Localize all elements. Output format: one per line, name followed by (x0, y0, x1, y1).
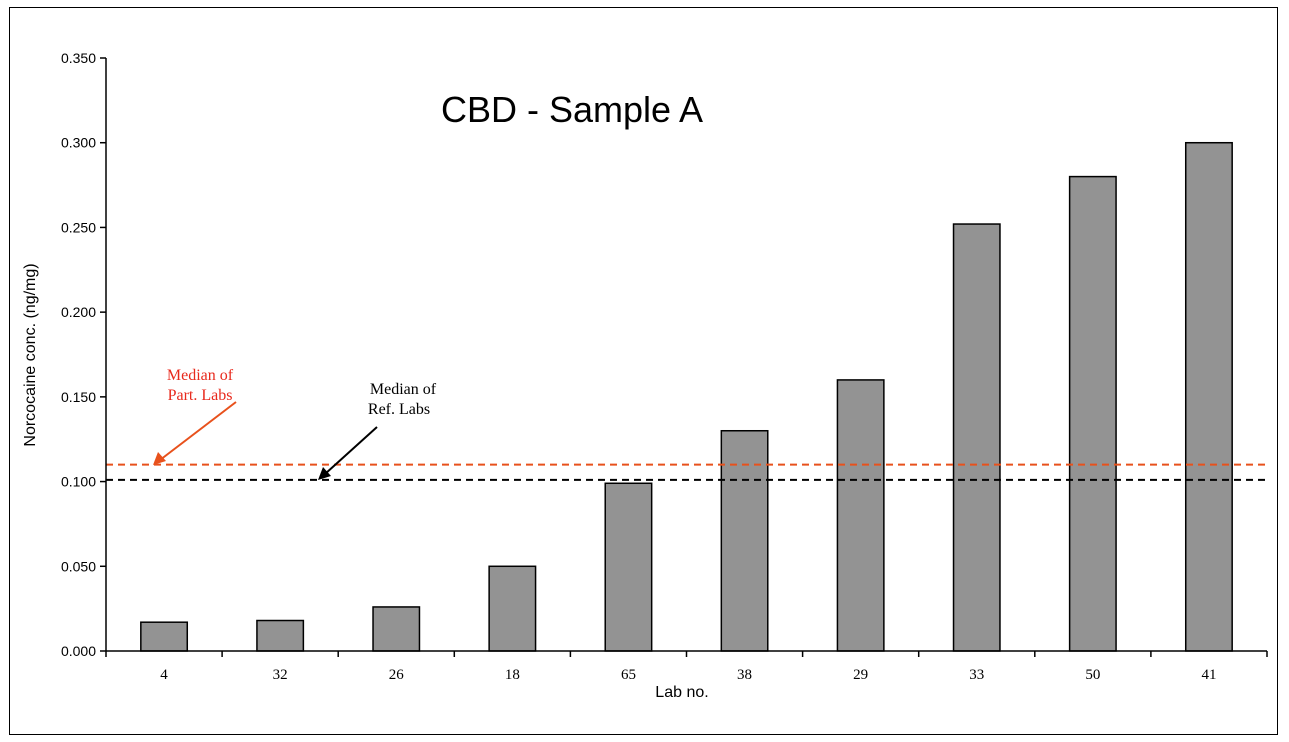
y-ticks-layer: 0.000 0.050 0.100 0.150 0.200 0.250 0.300 0.350 (61, 50, 106, 659)
bar-lab-38 (720, 429, 769, 652)
bar-lab-29 (836, 379, 885, 652)
median-ref-labs-annotation: Median of Ref. Labs (318, 381, 437, 480)
bar-lab-33 (952, 223, 1001, 652)
y-tick-label: 0.100 (61, 474, 96, 490)
x-tick-label: 50 (1085, 667, 1100, 683)
median-part-labs-label-line1: Median of (167, 367, 234, 384)
x-ticks-layer: 4 32 26 18 65 38 29 33 50 41 (105, 651, 1268, 683)
median-ref-labs-label-line2: Ref. Labs (368, 401, 430, 418)
y-tick-label: 0.300 (61, 135, 96, 151)
median-part-labs-arrow-line (159, 401, 237, 461)
x-tick-label: 32 (273, 667, 288, 683)
bar-lab-41 (1184, 141, 1233, 652)
reference-lines-layer (106, 463, 1267, 481)
y-tick-label: 0.000 (61, 643, 96, 659)
x-tick-label: 26 (389, 667, 405, 683)
x-tick-label: 29 (853, 667, 868, 683)
x-tick-label: 18 (505, 667, 520, 683)
x-axis-title: Lab no. (655, 684, 708, 701)
bars-layer (140, 141, 1233, 652)
median-part-labs-arrowhead (153, 452, 166, 465)
median-part-labs-annotation: Median of Part. Labs (153, 367, 237, 465)
x-tick-label: 41 (1201, 667, 1216, 683)
y-tick-label: 0.250 (61, 219, 96, 235)
bar-lab-32 (256, 619, 305, 652)
median-part-labs-label-line2: Part. Labs (168, 387, 233, 404)
x-tick-label: 65 (621, 667, 636, 683)
y-tick-label: 0.050 (61, 558, 96, 574)
y-tick-label: 0.350 (61, 50, 96, 66)
chart-title: CBD - Sample A (441, 89, 703, 130)
x-tick-label: 4 (160, 667, 168, 683)
bar-lab-65 (604, 482, 653, 652)
bar-lab-18 (488, 565, 537, 652)
x-tick-label: 33 (969, 667, 984, 683)
bar-lab-26 (372, 606, 421, 652)
x-tick-label: 38 (737, 667, 752, 683)
y-tick-label: 0.150 (61, 389, 96, 405)
bar-lab-4 (140, 621, 189, 652)
bar-lab-50 (1068, 175, 1117, 652)
y-tick-label: 0.200 (61, 304, 96, 320)
median-ref-labs-arrowhead (318, 467, 331, 480)
median-ref-labs-label-line1: Median of (370, 381, 437, 398)
median-ref-labs-arrow-line (324, 426, 378, 475)
y-axis-title: Norcocaine conc. (ng/mg) (22, 263, 39, 446)
